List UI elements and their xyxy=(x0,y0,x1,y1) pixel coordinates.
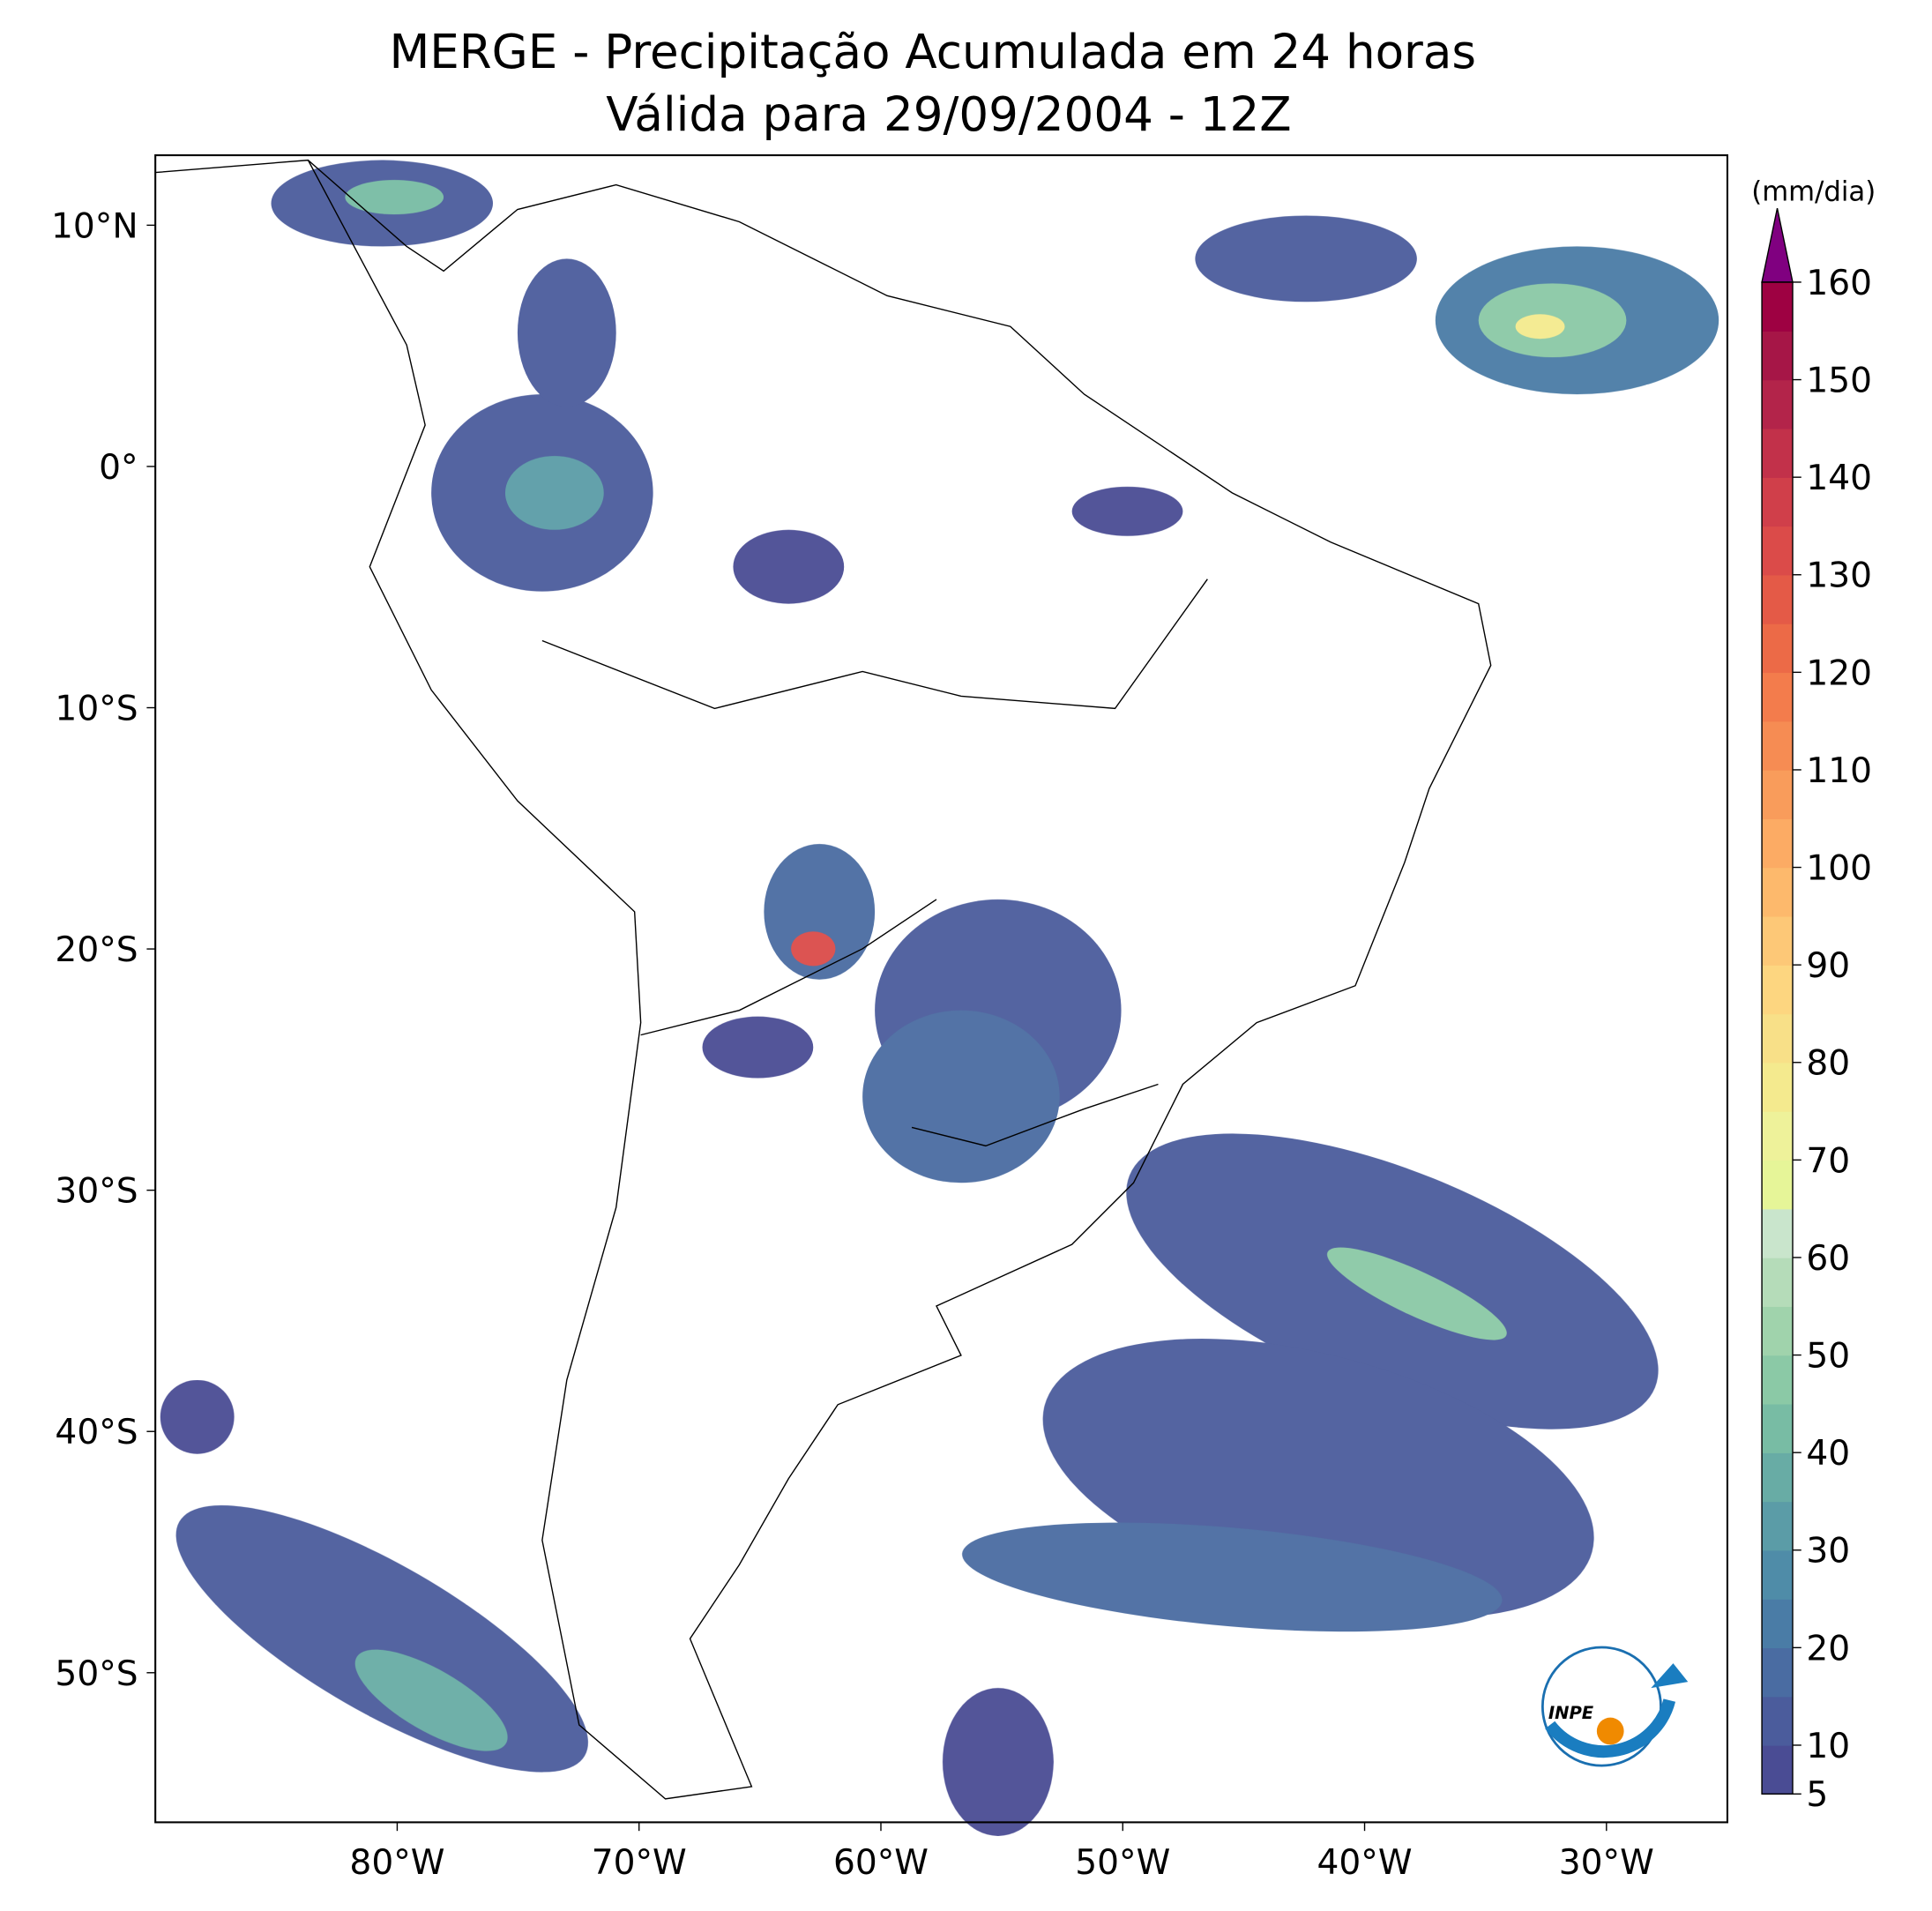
coastline xyxy=(155,159,1492,1800)
colorbar-band xyxy=(1762,818,1793,869)
colorbar-band xyxy=(1762,1306,1793,1356)
y-tick-label: 40°S xyxy=(55,1413,138,1452)
colorbar-band xyxy=(1762,1111,1793,1161)
colorbar-tick-label: 10 xyxy=(1806,1727,1850,1766)
colorbar-band xyxy=(1762,720,1793,771)
colorbar-tick-label: 150 xyxy=(1806,362,1872,401)
title: MERGE - Precipitação Acumulada em 24 hor… xyxy=(389,25,1476,79)
inpe-logo: INPE xyxy=(1540,1646,1689,1767)
y-tick-label: 0° xyxy=(99,448,138,488)
colorbar-band xyxy=(1762,915,1793,966)
colorbar-band xyxy=(1762,623,1793,674)
colorbar-band xyxy=(1762,1403,1793,1453)
colorbar-band xyxy=(1762,281,1793,332)
colorbar-tick-label: 130 xyxy=(1806,556,1872,596)
colorbar-tick-label: 140 xyxy=(1806,459,1872,498)
y-tick-label: 50°S xyxy=(55,1654,138,1694)
colorbar-band xyxy=(1762,1355,1793,1405)
colorbar-tick-label: 160 xyxy=(1806,264,1872,303)
x-tick-label: 40°W xyxy=(1317,1843,1413,1883)
subtitle: Válida para 29/09/2004 - 12Z xyxy=(606,87,1291,142)
x-tick-label: 70°W xyxy=(592,1843,687,1883)
colorbar-band xyxy=(1762,574,1793,624)
colorbar-tick-label: 80 xyxy=(1806,1044,1850,1084)
colorbar-tick-label: 30 xyxy=(1806,1532,1850,1571)
colorbar-band xyxy=(1762,1160,1793,1210)
colorbar-tick-label: 110 xyxy=(1806,751,1872,791)
colorbar-tick-label: 50 xyxy=(1806,1337,1850,1377)
y-tick-label: 30°S xyxy=(55,1172,138,1212)
colorbar-band xyxy=(1762,1013,1793,1064)
colorbar-band xyxy=(1762,1647,1793,1698)
colorbar-tick-label: 120 xyxy=(1806,653,1872,693)
precipitation-field xyxy=(160,160,1719,1836)
colorbar-band xyxy=(1762,1062,1793,1112)
colorbar-band xyxy=(1762,379,1793,429)
x-tick-label: 50°W xyxy=(1075,1843,1170,1883)
colorbar-band xyxy=(1762,672,1793,722)
colorbar-extension xyxy=(1761,207,1794,283)
x-tick-label: 30°W xyxy=(1559,1843,1654,1883)
colorbar-band xyxy=(1762,331,1793,381)
colorbar-unit: (mm/dia) xyxy=(1751,176,1876,208)
colorbar-band xyxy=(1762,965,1793,1015)
x-tick-label: 60°W xyxy=(833,1843,929,1883)
x-tick-label: 80°W xyxy=(349,1843,444,1883)
colorbar-band xyxy=(1762,1501,1793,1551)
colorbar-band xyxy=(1762,1257,1793,1307)
colorbar-frame xyxy=(1761,281,1794,1795)
colorbar-band xyxy=(1762,428,1793,478)
colorbar-tick-label: 60 xyxy=(1806,1239,1850,1279)
colorbar-tick-label: 100 xyxy=(1806,849,1872,889)
colorbar-band xyxy=(1762,1744,1793,1795)
colorbar-band xyxy=(1762,1599,1793,1649)
colorbar-band xyxy=(1762,867,1793,917)
logo-text: INPE xyxy=(1548,1703,1594,1723)
colorbar-band xyxy=(1762,1549,1793,1600)
colorbar-tick-label: 40 xyxy=(1806,1434,1850,1474)
colorbar-tick-label: 70 xyxy=(1806,1141,1850,1181)
colorbar-band xyxy=(1762,1208,1793,1258)
colorbar-band xyxy=(1762,769,1793,819)
colorbar-tick-label: 20 xyxy=(1806,1629,1850,1668)
colorbar-band xyxy=(1762,1452,1793,1503)
map-frame xyxy=(154,153,1728,1824)
y-tick-label: 10°S xyxy=(55,689,138,728)
colorbar-tick-label: 90 xyxy=(1806,946,1850,986)
colorbar-tick-label: 5 xyxy=(1806,1775,1828,1815)
colorbar-band xyxy=(1762,477,1793,527)
y-tick-label: 20°S xyxy=(55,930,138,970)
colorbar-band xyxy=(1762,526,1793,576)
y-tick-label: 10°N xyxy=(51,206,138,246)
colorbar-band xyxy=(1762,1696,1793,1746)
